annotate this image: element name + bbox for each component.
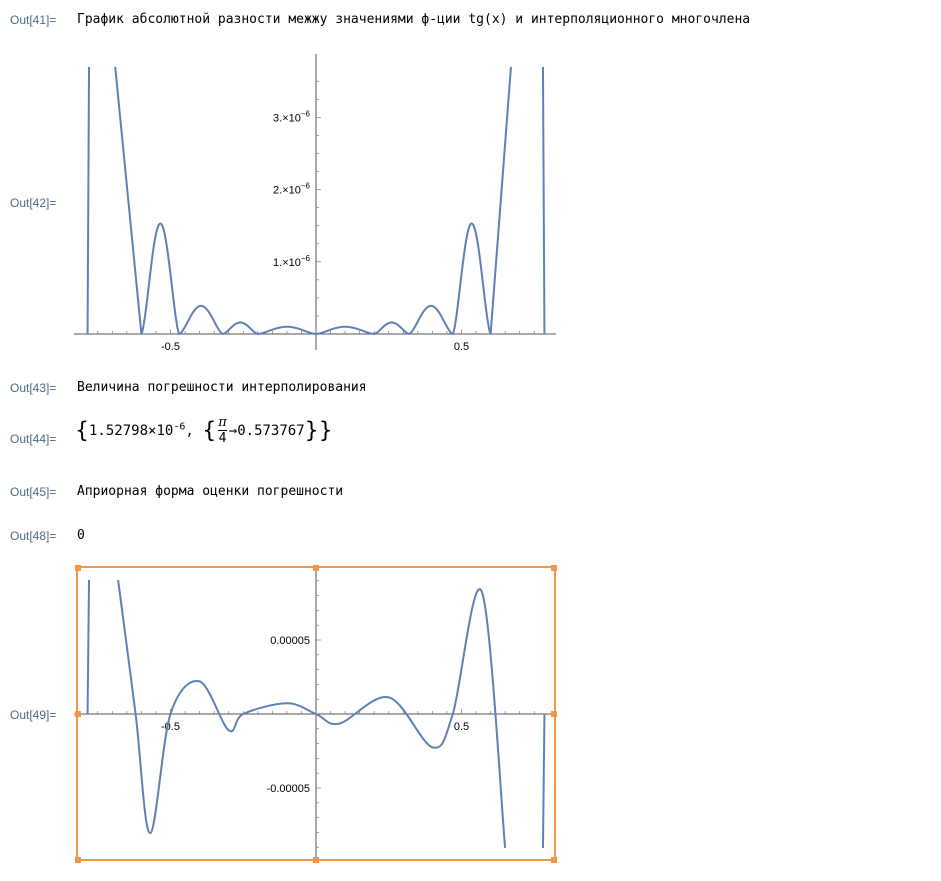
error-mantissa: 1.52798 [89,423,149,439]
out41-text: График абсолютной разности межжу значени… [77,12,751,27]
plot-selection-frame[interactable] [76,566,556,861]
selection-handle-bottom-left[interactable] [75,857,81,863]
out42-label: Out[42]= [10,196,57,210]
x-tick-label: -0.5 [161,341,180,353]
out43-text: Величина погрешности интерполирования [77,380,367,395]
apriori-estimate-plot[interactable]: -0.5 0.5 0.00005 -0.00005 [74,565,558,863]
out44-label: Out[44]= [10,432,57,446]
error-curve-right-branch [489,66,512,335]
y-tick-label: 0.00005 [270,635,310,647]
out44-result: {1.52798×10-6, {π 4 →0.573767}} [75,416,333,446]
out41-label: Out[41]= [10,13,57,27]
power-exponent: -6 [173,421,186,433]
estimate-curve-left-edge [86,580,91,715]
arrow: → [228,423,238,439]
inner-close-brace: } [304,418,319,444]
x-tick-label: 0.5 [454,721,469,733]
selection-handle-middle-right[interactable] [551,711,557,717]
power-base: 10 [156,423,174,439]
x-tick-label: 0.5 [454,341,469,353]
error-curve-left-branch [114,66,143,335]
selection-handle-middle-left[interactable] [75,711,81,717]
selection-handle-bottom-right[interactable] [551,857,557,863]
out45-text: Априорная форма оценки погрешности [77,484,344,499]
inner-open-brace: { [202,418,217,444]
y-tick-label: -0.00005 [267,783,310,795]
y-tick-label: 1.×10−6 [273,254,311,269]
y-tick-label: 2.×10−6 [273,182,311,197]
denominator: 4 [218,430,227,446]
selection-handle-top-left[interactable] [75,565,81,571]
selection-handle-top-right[interactable] [551,565,557,571]
times-sign: × [148,423,157,439]
open-brace: { [75,418,89,444]
selection-handle-top-middle[interactable] [313,565,319,571]
error-curve-right-edge [541,66,546,335]
y-tick-label: 3.×10−6 [273,109,311,124]
error-plot[interactable]: -0.5 0.5 1.×10−6 2.×10−6 3.×10−6 [74,52,558,357]
error-curve [140,222,492,336]
estimate-curve-right-edge [541,713,546,848]
close-brace: } [318,418,333,444]
out48-text: 0 [77,528,85,543]
out48-label: Out[48]= [10,529,57,543]
comma: , [185,423,194,439]
pi-symbol: π [218,415,227,430]
out43-label: Out[43]= [10,381,57,395]
out49-label: Out[49]= [10,708,57,722]
estimate-curve [117,579,507,848]
selection-handle-bottom-middle[interactable] [313,857,319,863]
out45-label: Out[45]= [10,485,57,499]
x-tick-label: -0.5 [161,721,180,733]
argmax-value: 0.573767 [237,423,305,439]
error-curve-left-edge [86,66,91,335]
